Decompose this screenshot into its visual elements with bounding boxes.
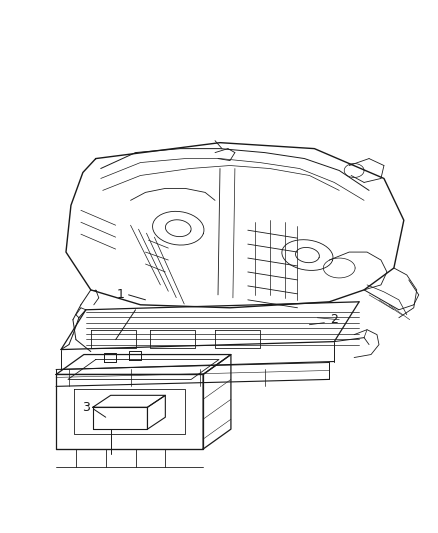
Text: 2: 2 — [330, 313, 338, 326]
Text: 3: 3 — [82, 401, 90, 414]
Text: 1: 1 — [117, 288, 124, 301]
